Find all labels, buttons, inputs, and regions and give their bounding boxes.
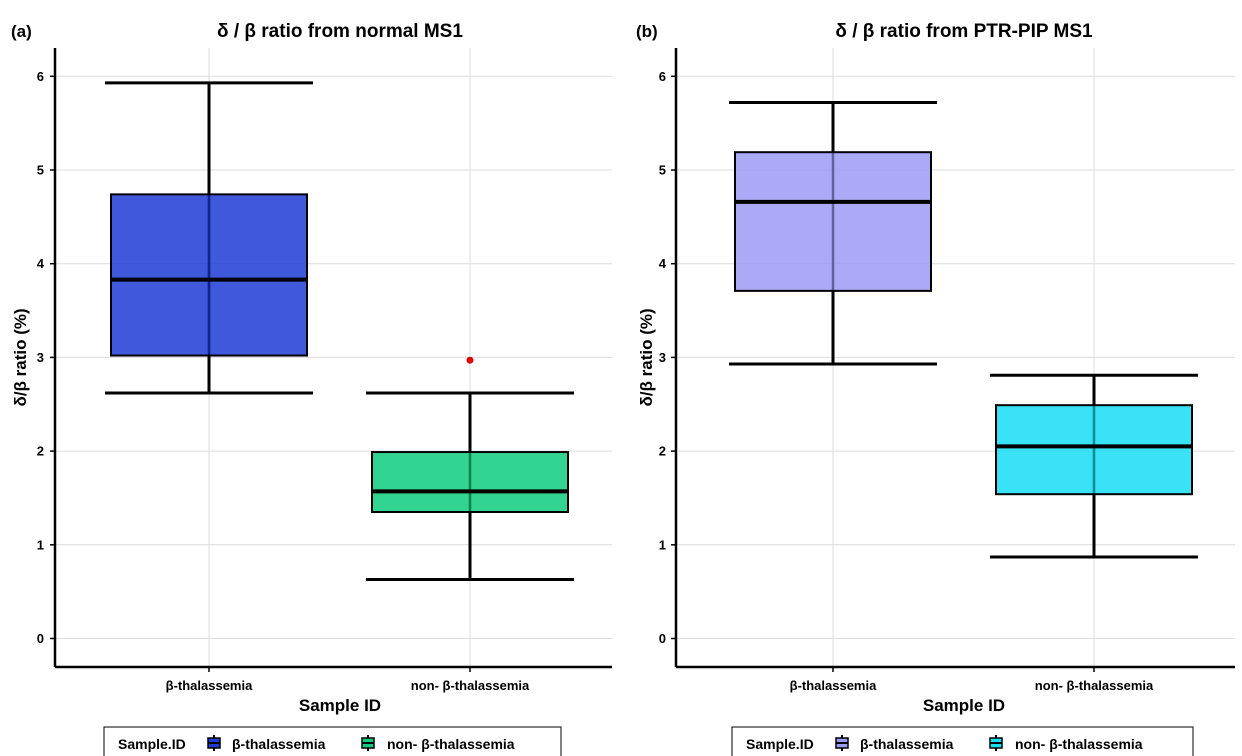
y-tick-label: 5	[37, 163, 44, 178]
y-tick-label: 4	[37, 256, 45, 271]
y-tick-label: 2	[37, 444, 44, 459]
chart-title: δ / β ratio from PTR-PIP MS1	[835, 21, 1093, 42]
box-non-beta-thalassemia	[990, 373, 1198, 559]
box-non-beta-thalassemia	[366, 356, 574, 581]
legend-label: β-thalassemia	[860, 736, 954, 752]
box-iqr	[995, 404, 1193, 496]
y-tick-label: 2	[659, 444, 666, 459]
legend-label: non- β-thalassemia	[1015, 736, 1143, 752]
legend-key	[361, 735, 375, 751]
legend-label: β-thalassemia	[232, 736, 326, 752]
panel-tag: (b)	[636, 22, 658, 41]
legend: Sample.ID β-thalassemia non- β-thalassemia	[103, 726, 562, 756]
x-axis-title: Sample ID	[299, 696, 381, 715]
panel-tag: (a)	[11, 22, 32, 41]
box-iqr	[371, 451, 569, 514]
legend-box	[103, 726, 562, 756]
y-axis-title: δ/β ratio (%)	[11, 308, 30, 406]
chart-panel-b: (b) δ / β ratio from PTR-PIP MS1 0 1 2 3 4 5 6 β-…	[636, 21, 1235, 756]
y-tick-label: 0	[37, 631, 44, 646]
legend-label: non- β-thalassemia	[387, 736, 515, 752]
box-beta-thalassemia	[729, 101, 937, 366]
y-tick-label: 6	[659, 69, 666, 84]
legend: Sample.ID β-thalassemia non- β-thalassemia	[731, 726, 1194, 756]
legend-title: Sample.ID	[746, 736, 814, 752]
legend-box	[731, 726, 1194, 756]
box-iqr	[110, 193, 308, 357]
x-tick-label: β-thalassemia	[790, 678, 877, 693]
x-axis-title: Sample ID	[923, 696, 1005, 715]
y-axis-title: δ/β ratio (%)	[637, 308, 656, 406]
y-tick-label: 1	[659, 537, 666, 552]
y-tick-label: 3	[37, 350, 44, 365]
y-tick-label: 1	[37, 537, 44, 552]
x-tick-label: non- β-thalassemia	[1035, 678, 1154, 693]
x-tick-label: non- β-thalassemia	[411, 678, 530, 693]
box-iqr	[734, 151, 932, 292]
legend-key	[989, 735, 1003, 751]
legend-key	[207, 735, 221, 751]
y-tick-label: 0	[659, 631, 666, 646]
legend-key	[835, 735, 849, 751]
y-tick-label: 6	[37, 69, 44, 84]
y-tick-label: 5	[659, 163, 666, 178]
x-tick-label: β-thalassemia	[166, 678, 253, 693]
chart-panel-a: (a) δ / β ratio from normal MS1 0 1 2 3 4 5 6 β-t…	[11, 21, 612, 756]
box-beta-thalassemia	[105, 81, 313, 395]
chart-title: δ / β ratio from normal MS1	[217, 21, 463, 42]
outlier-point	[466, 356, 474, 364]
y-tick-label: 4	[659, 256, 667, 271]
legend-title: Sample.ID	[118, 736, 186, 752]
y-tick-label: 3	[659, 350, 666, 365]
